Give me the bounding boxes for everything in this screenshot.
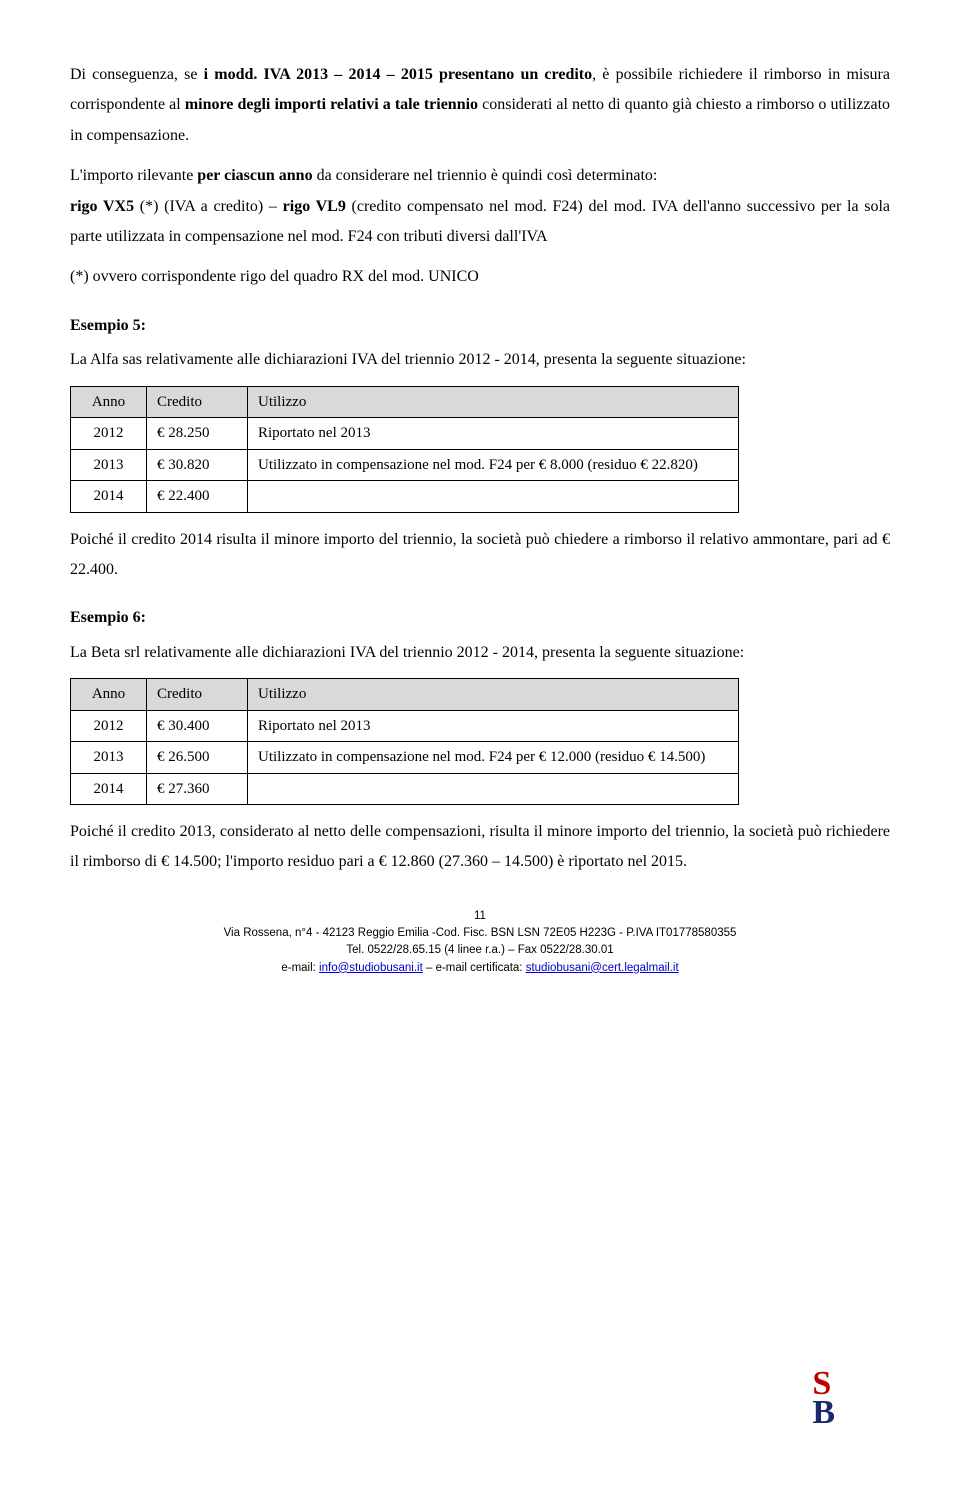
cell-utilizzo: Riportato nel 2013 <box>248 418 739 450</box>
email-link-info[interactable]: info@studiobusani.it <box>319 962 423 974</box>
text: L'importo rilevante <box>70 167 197 184</box>
table-header-anno: Anno <box>71 679 147 711</box>
cell-credito: € 22.400 <box>147 481 248 513</box>
table-header-credito: Credito <box>147 386 248 418</box>
bold-text: rigo VX5 <box>70 198 134 215</box>
esempio-6-title: Esempio 6: <box>70 603 890 633</box>
table-row: 2014 € 27.360 <box>71 773 739 805</box>
text: da considerare nel triennio è quindi cos… <box>313 167 658 184</box>
page-footer: 11 Via Rossena, n°4 - 42123 Reggio Emili… <box>70 908 890 977</box>
bold-text: i modd. IVA 2013 – 2014 – 2015 presentan… <box>204 66 593 83</box>
bold-text: per ciascun anno <box>197 167 312 184</box>
table-row: 2013 € 30.820 Utilizzato in compensazion… <box>71 449 739 481</box>
footer-line-3: e-mail: info@studiobusani.it – e-mail ce… <box>70 960 890 977</box>
cell-utilizzo: Riportato nel 2013 <box>248 710 739 742</box>
footer-line-1: Via Rossena, n°4 - 42123 Reggio Emilia -… <box>70 925 890 942</box>
paragraph-4: (*) ovvero corrispondente rigo del quadr… <box>70 262 890 292</box>
table-header-anno: Anno <box>71 386 147 418</box>
cell-anno: 2013 <box>71 742 147 774</box>
cell-credito: € 30.820 <box>147 449 248 481</box>
table-row: 2012 € 28.250 Riportato nel 2013 <box>71 418 739 450</box>
table-row: 2014 € 22.400 <box>71 481 739 513</box>
cell-anno: 2013 <box>71 449 147 481</box>
cell-anno: 2014 <box>71 773 147 805</box>
esempio-5-after: Poiché il credito 2014 risulta il minore… <box>70 525 890 586</box>
text: Di conseguenza, se <box>70 66 204 83</box>
text: (*) (IVA a credito) – <box>134 198 283 215</box>
cell-credito: € 26.500 <box>147 742 248 774</box>
table-header-row: Anno Credito Utilizzo <box>71 679 739 711</box>
cell-utilizzo <box>248 481 739 513</box>
text: – e-mail certificata: <box>423 962 526 974</box>
cell-credito: € 30.400 <box>147 710 248 742</box>
cell-anno: 2012 <box>71 418 147 450</box>
paragraph-2-3: L'importo rilevante per ciascun anno da … <box>70 161 890 252</box>
table-row: 2013 € 26.500 Utilizzato in compensazion… <box>71 742 739 774</box>
cell-anno: 2012 <box>71 710 147 742</box>
bold-text: minore degli importi relativi a tale tri… <box>185 96 478 113</box>
logo-icon: S B <box>812 1370 835 1428</box>
email-link-cert[interactable]: studiobusani@cert.legalmail.it <box>526 962 679 974</box>
esempio-5-table: Anno Credito Utilizzo 2012 € 28.250 Ripo… <box>70 386 739 513</box>
bold-text: rigo VL9 <box>283 198 346 215</box>
table-row: 2012 € 30.400 Riportato nel 2013 <box>71 710 739 742</box>
cell-utilizzo <box>248 773 739 805</box>
esempio-6-intro: La Beta srl relativamente alle dichiaraz… <box>70 638 890 668</box>
cell-credito: € 28.250 <box>147 418 248 450</box>
page-number: 11 <box>70 908 890 925</box>
paragraph-1: Di conseguenza, se i modd. IVA 2013 – 20… <box>70 60 890 151</box>
table-header-row: Anno Credito Utilizzo <box>71 386 739 418</box>
esempio-6-after: Poiché il credito 2013, considerato al n… <box>70 817 890 878</box>
cell-utilizzo: Utilizzato in compensazione nel mod. F24… <box>248 742 739 774</box>
footer-line-2: Tel. 0522/28.65.15 (4 linee r.a.) – Fax … <box>70 942 890 959</box>
table-header-utilizzo: Utilizzo <box>248 679 739 711</box>
cell-credito: € 27.360 <box>147 773 248 805</box>
esempio-5-intro: La Alfa sas relativamente alle dichiaraz… <box>70 345 890 375</box>
esempio-6-table: Anno Credito Utilizzo 2012 € 30.400 Ripo… <box>70 678 739 805</box>
table-header-utilizzo: Utilizzo <box>248 386 739 418</box>
logo-letter-b: B <box>812 1399 835 1428</box>
cell-utilizzo: Utilizzato in compensazione nel mod. F24… <box>248 449 739 481</box>
esempio-5-title: Esempio 5: <box>70 311 890 341</box>
table-header-credito: Credito <box>147 679 248 711</box>
text: e-mail: <box>281 962 319 974</box>
cell-anno: 2014 <box>71 481 147 513</box>
